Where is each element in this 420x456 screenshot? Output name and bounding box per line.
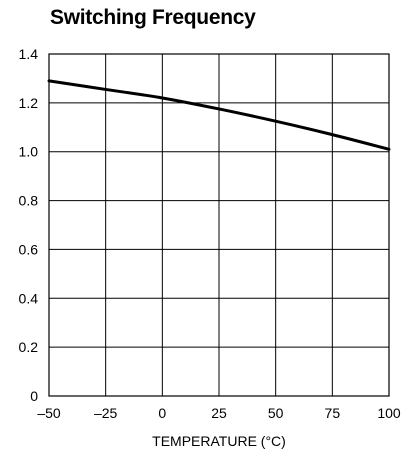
x-tick-label: 50	[268, 405, 284, 421]
tick-labels: –50 –25 0 25 50 75 100 0 0.2 0.4 0.6 0.8 1.0 1.2 1.4	[19, 46, 401, 421]
x-tick-label: –50	[37, 405, 61, 421]
chart-title: Switching Frequency	[50, 6, 256, 29]
axes	[48, 53, 390, 397]
y-tick-label: 0	[30, 388, 38, 404]
x-tick-label: –25	[94, 405, 118, 421]
x-tick-label: 75	[325, 405, 341, 421]
grid-lines	[49, 54, 389, 396]
y-tick-label: 1.0	[19, 144, 39, 160]
y-tick-label: 0.4	[19, 290, 39, 306]
y-tick-label: 0.2	[19, 339, 39, 355]
y-tick-label: 0.8	[19, 193, 39, 209]
series-line	[47, 79, 391, 151]
y-tick-label: 1.2	[19, 95, 39, 111]
data-series	[47, 79, 391, 151]
x-axis-label: TEMPERATURE (°C)	[152, 433, 286, 449]
plot-frame	[48, 53, 390, 397]
y-tick-label: 1.4	[19, 46, 39, 62]
y-tick-label: 0.6	[19, 241, 39, 257]
x-tick-label: 0	[158, 405, 166, 421]
x-tick-label: 25	[211, 405, 227, 421]
x-tick-label: 100	[377, 405, 401, 421]
